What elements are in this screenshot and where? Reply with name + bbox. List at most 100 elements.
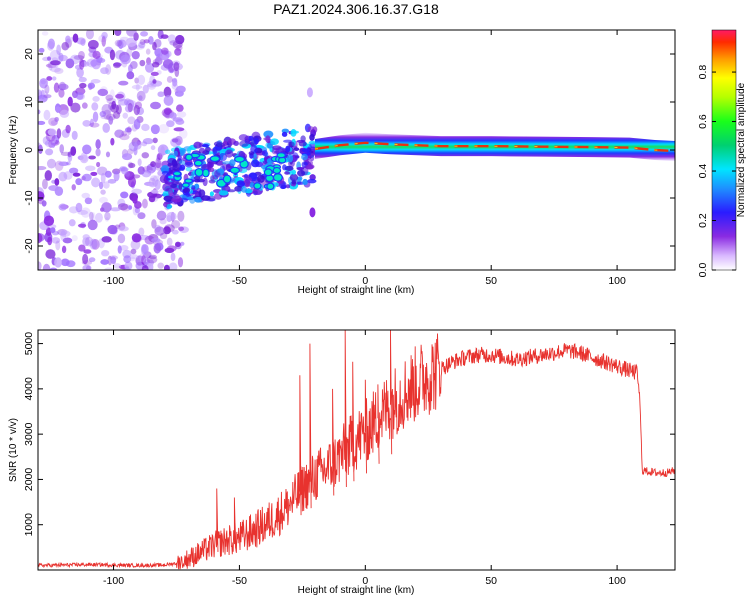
heatmap-cell	[117, 245, 122, 254]
y-tick-label: 10	[23, 96, 35, 108]
heatmap-cell	[80, 207, 91, 218]
heatmap-cell	[108, 115, 114, 125]
heatmap-cell	[150, 101, 161, 110]
heatmap-cell	[229, 166, 241, 174]
heatmap-cell	[101, 104, 112, 115]
colorbar-tick-label: 0.6	[697, 114, 709, 129]
heatmap-cell	[166, 245, 177, 252]
heatmap-cell	[166, 120, 175, 128]
heatmap-cell	[142, 138, 154, 145]
heatmap-cell	[90, 171, 98, 176]
heatmap-cell	[202, 177, 208, 187]
heatmap-cell	[305, 164, 314, 170]
heatmap-cell	[83, 249, 92, 254]
heatmap-cell	[50, 141, 56, 148]
y-tick-label: 0	[23, 147, 35, 153]
y-tick-label: 5000	[23, 332, 35, 356]
heatmap-cell	[82, 144, 92, 155]
heatmap-cell	[113, 170, 120, 182]
heatmap-cell	[171, 220, 181, 229]
heatmap-cell	[54, 178, 60, 186]
heatmap-cell	[284, 165, 294, 171]
heatmap-cell	[142, 198, 148, 209]
heatmap-cell	[178, 226, 185, 231]
heatmap-cell	[89, 211, 94, 221]
snr-series-line	[38, 330, 675, 570]
heatmap-cell	[261, 150, 268, 157]
heatmap-cell	[173, 61, 180, 72]
heatmap-cell	[127, 176, 137, 188]
heatmap-cell	[123, 255, 132, 263]
heatmap-cell	[151, 189, 159, 194]
colorbar: 0.0 0.2 0.4 0.6 0.8 Normalized spectral ampl…	[697, 29, 747, 278]
heatmap-cell	[54, 106, 62, 112]
heatmap-cell	[88, 155, 96, 160]
heatmap-cell	[154, 226, 165, 236]
heatmap-cell	[95, 148, 101, 157]
heatmap-cell	[177, 210, 185, 222]
heatmap-cell	[66, 161, 71, 166]
heatmap-cell	[131, 50, 140, 60]
heatmap-cell	[81, 260, 93, 266]
heatmap-cell	[87, 82, 96, 89]
heatmap-cell	[144, 62, 155, 73]
heatmap-cell	[101, 31, 108, 39]
heatmap-cell	[201, 144, 209, 148]
heatmap-cell	[77, 209, 89, 215]
heatmap-cell	[150, 124, 160, 135]
heatmap-cell	[65, 124, 71, 134]
heatmap-cell	[300, 135, 306, 143]
heatmap-cell	[160, 34, 169, 39]
heatmap-cell	[152, 79, 157, 84]
colorbar-tick-label: 0.0	[697, 263, 709, 278]
heatmap-cell	[163, 107, 172, 115]
heatmap-cell	[179, 129, 188, 139]
heatmap-cell	[163, 86, 172, 98]
heatmap-cell	[92, 50, 101, 59]
heatmap-cell	[194, 167, 204, 177]
heatmap-cell	[49, 267, 58, 270]
heatmap-cell	[131, 84, 143, 90]
heatmap-cell	[113, 62, 121, 69]
heatmap-cell	[307, 126, 314, 133]
heatmap-cell	[243, 176, 253, 185]
heatmap-cell	[60, 151, 71, 157]
heatmap-cell	[142, 84, 149, 94]
heatmap-cell	[121, 153, 133, 161]
heatmap-cell	[170, 183, 177, 189]
heatmap-cell	[70, 102, 81, 113]
heatmap-cell	[82, 173, 92, 182]
y-tick-label: 3000	[23, 422, 35, 446]
heatmap-cell	[100, 67, 109, 75]
heatmap-cell	[125, 37, 137, 47]
x-tick-label: 100	[608, 275, 626, 287]
heatmap-cell	[287, 141, 295, 148]
heatmap-cell	[114, 30, 122, 37]
heatmap-cell	[117, 233, 126, 244]
heatmap-cell	[110, 207, 121, 212]
heatmap-cell	[140, 31, 149, 37]
heatmap-cell	[148, 35, 154, 45]
heatmap-cell	[144, 235, 155, 245]
heatmap-cell	[133, 104, 141, 116]
heatmap-cell	[62, 237, 73, 244]
heatmap-cell	[78, 244, 86, 252]
heatmap-cell	[39, 78, 49, 83]
heatmap-cell	[234, 155, 246, 163]
heatmap-cell	[56, 128, 62, 139]
heatmap-cell	[38, 109, 41, 115]
heatmap-cell	[209, 155, 221, 163]
heatmap-cell	[85, 30, 95, 40]
heatmap-cell	[109, 255, 119, 260]
snr-line-layer	[38, 330, 675, 570]
heatmap-cell	[161, 47, 169, 55]
heatmap-cell	[138, 95, 143, 101]
heatmap-cell	[72, 33, 79, 43]
heatmap-cell	[41, 31, 49, 36]
heatmap-cell	[162, 59, 174, 69]
colorbar-tick-label: 0.8	[697, 65, 709, 80]
heatmap-cell	[100, 189, 106, 195]
heatmap-cell	[78, 58, 85, 70]
heatmap-cell	[270, 138, 279, 145]
heatmap-cell	[91, 102, 99, 111]
